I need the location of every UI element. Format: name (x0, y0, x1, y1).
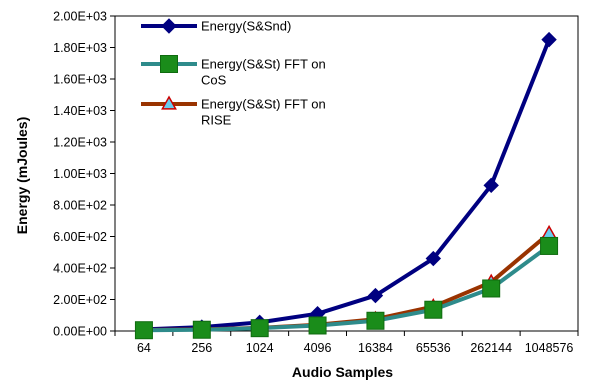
legend-marker (161, 95, 177, 110)
data-point (424, 300, 443, 319)
series-layer (134, 31, 559, 340)
y-tick-label: 1.60E+03 (53, 73, 107, 87)
data-point (425, 250, 442, 267)
x-tick-label: 4096 (304, 341, 332, 355)
y-axis-title: Energy (mJoules) (14, 117, 30, 234)
series-line (143, 38, 551, 332)
legend-marker (160, 55, 178, 73)
data-point (250, 319, 269, 338)
y-tick-label: 1.20E+03 (53, 136, 107, 150)
data-point (483, 177, 499, 194)
y-tick-label: 1.40E+03 (53, 104, 107, 118)
y-tick-label: 1.00E+03 (53, 167, 107, 181)
data-point (541, 224, 557, 239)
y-tick-label: 0.00E+00 (53, 325, 107, 339)
legend-marker (161, 18, 177, 34)
legend-label: Energy(S&St) FFT on CoS (201, 57, 326, 88)
series-1 (134, 236, 559, 340)
legend-box (136, 18, 373, 149)
data-point (540, 236, 559, 255)
series-line (143, 244, 551, 333)
data-point (308, 316, 327, 335)
y-axis-ticks: 0.00E+00 2.00E+02 4.00E+02 6.00E+02 8.00E+02… (53, 10, 115, 339)
x-tick-label: 65536 (416, 341, 451, 355)
x-tick-label: 256 (191, 341, 212, 355)
x-tick-label: 1024 (246, 341, 274, 355)
data-point (366, 311, 385, 330)
y-tick-label: 1.80E+03 (53, 41, 107, 55)
data-point (192, 320, 211, 339)
legend-label: Energy(S&Snd) (201, 19, 291, 34)
y-tick-label: 8.00E+02 (53, 199, 107, 213)
x-tick-label: 1048576 (525, 341, 574, 355)
y-tick-label: 2.00E+03 (53, 10, 107, 24)
x-tick-label: 16384 (358, 341, 393, 355)
data-point (541, 31, 557, 48)
x-tick-label: 262144 (470, 341, 512, 355)
y-tick-label: 2.00E+02 (53, 293, 107, 307)
data-point (482, 279, 501, 298)
legend-label: Energy(S&St) FFT on RISE (201, 97, 326, 128)
legend: Energy(S&Snd) Energy(S&St) FFT on CoS Energ… (136, 18, 373, 149)
x-axis-title: Audio Samples (292, 364, 393, 380)
y-tick-label: 4.00E+02 (53, 262, 107, 276)
y-tick-label: 6.00E+02 (53, 230, 107, 244)
data-point (134, 321, 153, 340)
x-tick-label: 64 (137, 341, 151, 355)
x-axis-ticks: 64 256 1024 4096 16384 65536 262144 1048576 (114, 331, 579, 355)
data-point (367, 287, 384, 304)
